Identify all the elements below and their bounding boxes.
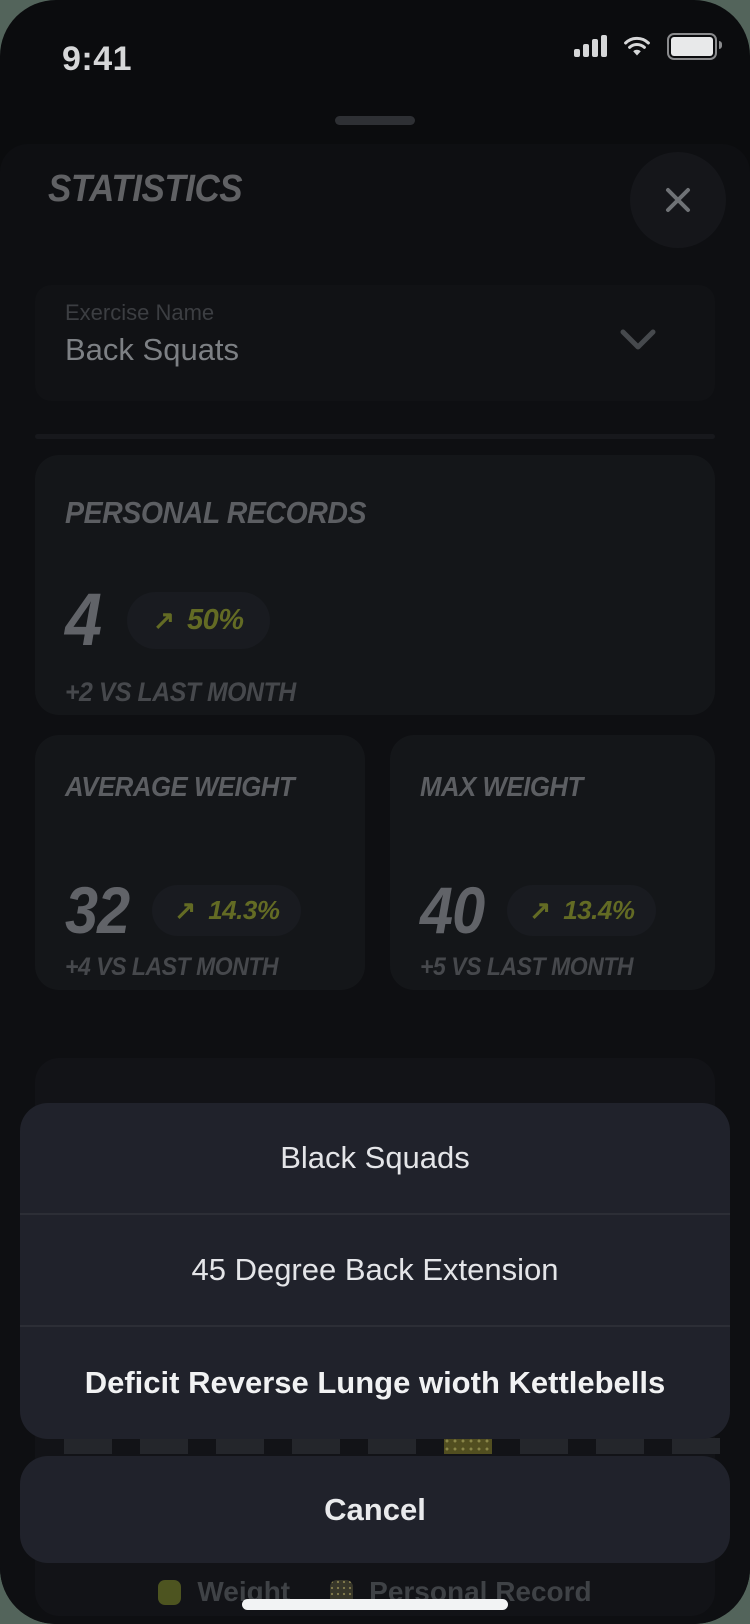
chart-bar (216, 1438, 264, 1454)
max-weight-title: MAX WEIGHT (420, 771, 583, 802)
personal-records-title: PERSONAL RECORDS (65, 495, 367, 530)
legend-swatch-dotted-icon (330, 1579, 354, 1605)
average-weight-change: 14.3% (208, 894, 280, 925)
signal-strength-icon (574, 35, 607, 57)
average-weight-comparison: +4 VS LAST MONTH (65, 953, 279, 981)
legend-swatch-solid-icon (158, 1579, 182, 1605)
trend-up-icon: ↗ (529, 895, 552, 925)
action-sheet-separator (20, 1325, 730, 1327)
chart-bar (596, 1438, 644, 1454)
exercise-select-label: Exercise Name (65, 300, 215, 325)
action-sheet-option[interactable]: Black Squads (280, 1140, 470, 1175)
status-icons (574, 32, 722, 60)
chart-bar (64, 1438, 112, 1454)
close-icon (666, 188, 690, 212)
wifi-icon (621, 34, 653, 58)
cancel-button[interactable]: Cancel (20, 1456, 730, 1563)
max-weight-change: 13.4% (563, 894, 635, 925)
chart-bar (368, 1438, 416, 1454)
max-weight-trend-badge: ↗ 13.4% (507, 884, 657, 936)
close-button[interactable] (630, 152, 726, 248)
chevron-down-icon (620, 329, 656, 350)
trend-up-icon: ↗ (174, 895, 197, 925)
chart-bar (672, 1438, 720, 1454)
max-weight-card: MAX WEIGHT 40 ↗ 13.4% +5 VS LAST MONTH (390, 735, 715, 990)
status-time: 9:41 (62, 40, 133, 78)
max-weight-value: 40 (420, 873, 485, 947)
personal-records-trend-badge: ↗ 50% (127, 591, 270, 649)
sheet-drag-handle[interactable] (335, 116, 415, 125)
exercise-select[interactable]: Exercise Name Back Squats (35, 285, 715, 401)
personal-records-comparison: +2 VS LAST MONTH (65, 677, 296, 707)
max-weight-comparison: +5 VS LAST MONTH (420, 953, 634, 981)
exercise-action-sheet: Black Squads 45 Degree Back Extension Defi… (20, 1103, 730, 1439)
action-sheet-separator (20, 1213, 730, 1215)
personal-records-change: 50% (186, 603, 244, 636)
average-weight-card: AVERAGE WEIGHT 32 ↗ 14.3% +4 VS LAST MON… (35, 735, 365, 990)
section-divider (35, 434, 715, 439)
chart-bar-personal-record (444, 1438, 492, 1454)
personal-records-card: PERSONAL RECORDS 4 ↗ 50% +2 VS LAST MONT… (35, 455, 715, 715)
page-title: STATISTICS (48, 168, 243, 210)
average-weight-title: AVERAGE WEIGHT (65, 771, 295, 802)
personal-records-value: 4 (65, 578, 102, 661)
trend-up-icon: ↗ (153, 605, 175, 635)
chart-bar (140, 1438, 188, 1454)
action-sheet-option[interactable]: 45 Degree Back Extension (191, 1252, 559, 1287)
chart-bar (520, 1438, 568, 1454)
action-sheet-option[interactable]: Deficit Reverse Lunge wioth Kettlebells (84, 1365, 666, 1400)
home-indicator[interactable] (242, 1599, 508, 1610)
chart-bar (292, 1438, 340, 1454)
exercise-select-value: Back Squats (65, 332, 240, 367)
average-weight-value: 32 (65, 873, 130, 947)
average-weight-trend-badge: ↗ 14.3% (152, 884, 302, 936)
battery-icon (667, 32, 722, 60)
